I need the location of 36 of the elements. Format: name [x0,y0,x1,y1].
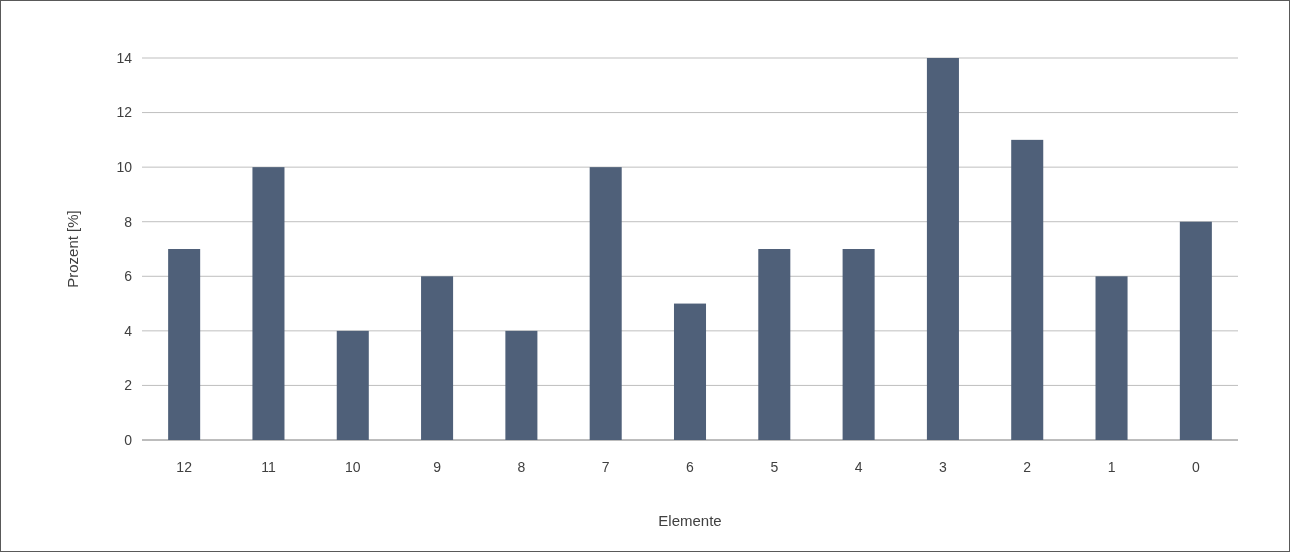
x-tick-label: 7 [601,459,610,475]
bar [842,249,875,440]
bar [1095,276,1128,440]
y-tick-label: 10 [116,159,133,176]
bar [673,303,707,440]
bar [336,330,369,440]
x-tick-label: 12 [176,459,193,475]
bar [252,167,285,440]
x-axis-title: Elemente [658,512,722,529]
bar [926,58,959,440]
bar [1179,221,1212,440]
y-axis-title: Prozent [%] [64,210,81,288]
y-tick-label: 6 [124,268,133,285]
x-tick-label: 3 [939,459,948,475]
y-tick-label: 8 [124,213,133,230]
x-tick-label: 6 [686,459,695,475]
x-tick-label: 9 [433,459,442,475]
y-tick-label: 14 [116,49,133,66]
bar [589,167,622,440]
x-tick-label: 2 [1023,459,1032,475]
x-tick-label: 10 [344,459,361,475]
y-tick-label: 12 [116,104,133,121]
y-tick-label: 2 [124,377,133,394]
y-tick-label: 0 [124,431,133,448]
x-tick-label: 8 [517,459,526,475]
bar [168,249,201,440]
x-tick-label: 0 [1191,459,1200,475]
x-tick-label: 1 [1107,459,1116,475]
bar [1011,139,1044,440]
bar [505,330,538,440]
bar [421,276,454,440]
bar [758,249,791,440]
y-tick-label: 4 [124,322,133,339]
x-tick-label: 5 [770,459,779,475]
x-tick-label: 11 [261,459,276,475]
x-tick-label: 4 [854,459,863,475]
